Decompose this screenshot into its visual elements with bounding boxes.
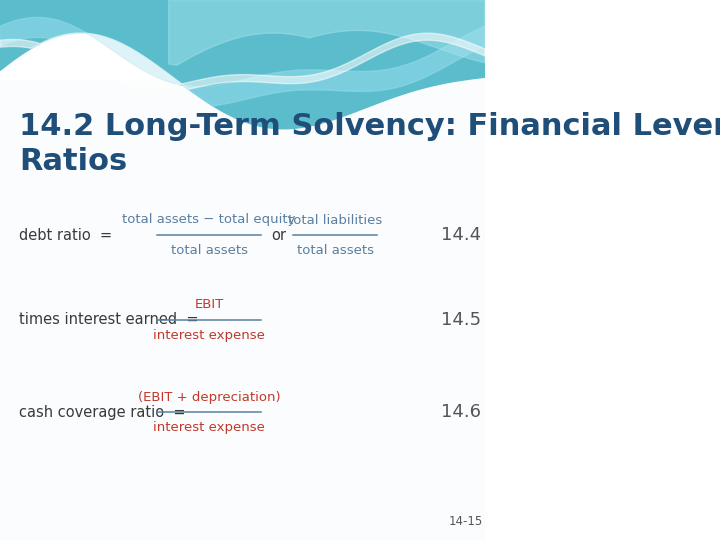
Text: total liabilities: total liabilities bbox=[288, 213, 382, 226]
Text: (EBIT + depreciation): (EBIT + depreciation) bbox=[138, 390, 281, 403]
Text: 14.6: 14.6 bbox=[441, 403, 481, 421]
Text: total assets: total assets bbox=[297, 244, 374, 256]
Text: 14-15: 14-15 bbox=[449, 515, 483, 528]
Text: 14.5: 14.5 bbox=[441, 311, 481, 329]
Text: 14.4: 14.4 bbox=[441, 226, 481, 244]
Text: EBIT: EBIT bbox=[194, 299, 224, 312]
Text: debt ratio  =: debt ratio = bbox=[19, 227, 112, 242]
Text: 14.2 Long-Term Solvency: Financial Leverage
Ratios: 14.2 Long-Term Solvency: Financial Lever… bbox=[19, 112, 720, 176]
Text: total assets − total equity: total assets − total equity bbox=[122, 213, 296, 226]
Text: or: or bbox=[271, 227, 287, 242]
Text: cash coverage ratio  =: cash coverage ratio = bbox=[19, 404, 185, 420]
Text: interest expense: interest expense bbox=[153, 328, 265, 341]
Text: times interest earned  =: times interest earned = bbox=[19, 313, 198, 327]
Text: interest expense: interest expense bbox=[153, 421, 265, 434]
Text: total assets: total assets bbox=[171, 244, 248, 256]
